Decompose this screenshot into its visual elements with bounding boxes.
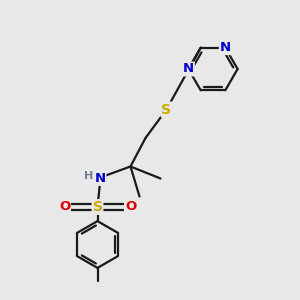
Text: O: O (59, 200, 70, 214)
Text: H: H (85, 171, 94, 182)
Text: N: N (94, 172, 106, 185)
Text: O: O (125, 200, 136, 214)
Text: S: S (92, 200, 103, 214)
Text: S: S (161, 103, 172, 116)
Text: N: N (183, 62, 194, 76)
Text: N: N (220, 41, 231, 54)
